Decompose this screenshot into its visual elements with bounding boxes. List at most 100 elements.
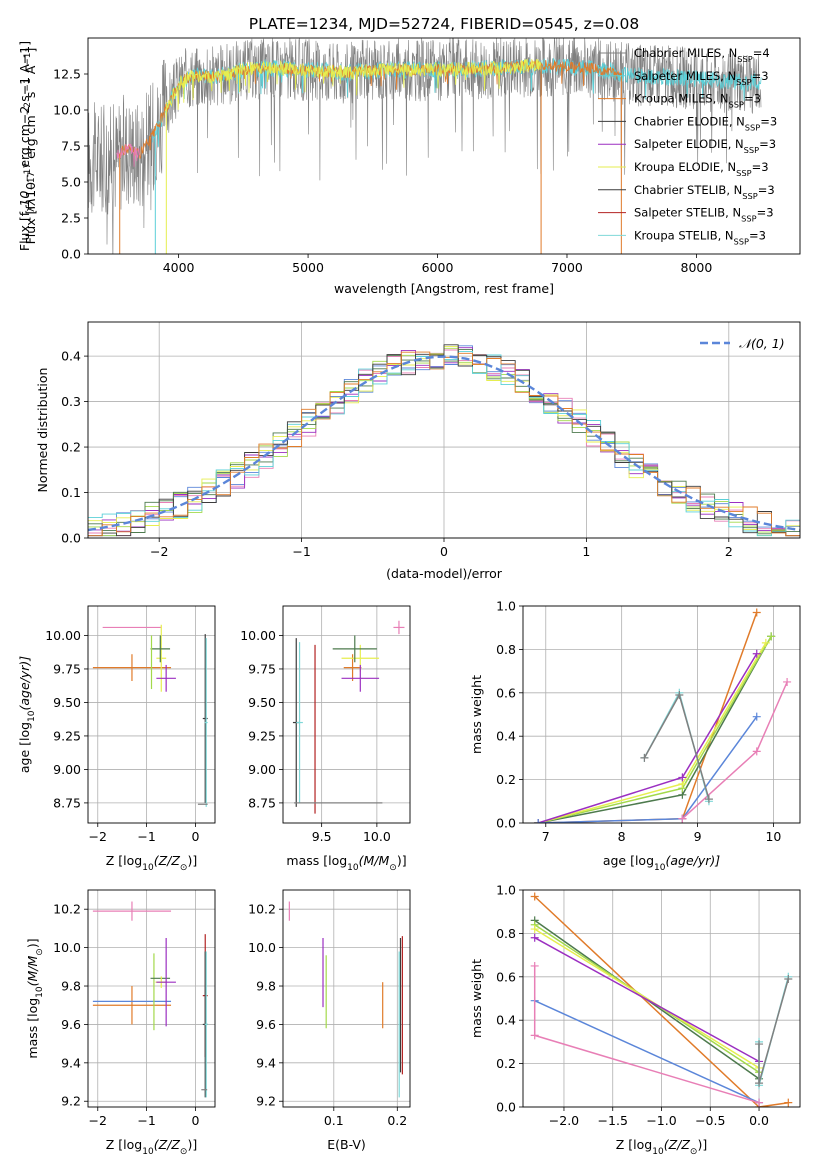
y-tick-label: 10.00 (45, 628, 81, 643)
legend-label: Kroupa ELODIE, NSSP=3 (634, 160, 769, 178)
plus-marker (752, 649, 761, 658)
plus-marker (755, 1098, 764, 1107)
plot-area (88, 344, 800, 537)
x-tick-label: −1.0 (646, 1113, 676, 1128)
legend-label: Kroupa MILES, NSSP=3 (634, 92, 761, 110)
x-tick-label: −2 (89, 1113, 107, 1128)
plus-marker (783, 677, 792, 686)
y-axis-label: Normed distribution (35, 368, 50, 493)
chart-age_mass: 9.5 10.0 8.75 9.00 9.25 9.50 9.75 10.00 mass [lo… (240, 605, 411, 873)
legend-label: 𝒩(0, 1) (739, 336, 785, 351)
x-axis-label: Z [log10(Z/Z⊙)] (106, 853, 197, 873)
errorbar-point (204, 951, 208, 1098)
plus-marker (678, 814, 687, 823)
y-tick-label: 0.0 (61, 531, 81, 546)
plus-marker (752, 712, 761, 721)
x-axis-label: mass [log10(M/M⊙)] (286, 853, 406, 873)
spectrum-line (116, 143, 141, 167)
errorbar-point (341, 664, 380, 692)
plus-marker (761, 638, 770, 647)
y-tick-label: 9.8 (256, 979, 276, 994)
plus-marker (530, 925, 539, 934)
errorbar-point (156, 938, 176, 1027)
x-tick-label: 8000 (681, 260, 713, 275)
axes-frame (282, 889, 411, 1108)
y-axis-label: Flux [fλ10−17 erg cm−2 s−1 A−1] (23, 48, 38, 245)
axes-frame (282, 605, 411, 824)
y-tick-label: 10.00 (240, 628, 276, 643)
legend-entry: 𝒩(0, 1) (700, 336, 785, 351)
chart-spectrum: 4000 5000 6000 7000 8000 0.0 2.5 5.0 7.5 10.0 12.5… (17, 37, 801, 296)
x-tick-label: 0 (440, 544, 448, 559)
weight-series (530, 933, 764, 1066)
weight-line (534, 928, 760, 1069)
chart-weight_Z: −2.0 −1.5 −1.0 −0.5 0.0 0.0 0.2 0.4 0.6 0.8 1.0 Z [… (469, 883, 801, 1157)
plus-marker (530, 961, 539, 970)
y-tick-label: 2.5 (61, 211, 81, 226)
x-tick-label: 7000 (551, 260, 583, 275)
legend-entry: Salpeter STELIB, NSSP=3 (598, 206, 774, 224)
legend-label: Chabrier MILES, NSSP=4 (634, 46, 770, 64)
weight-series (640, 690, 713, 804)
figure-title: PLATE=1234, MJD=52724, FIBERID=0545, z=0… (249, 15, 639, 33)
x-axis-label: (data-model)/error (386, 566, 503, 581)
x-tick-label: 4000 (163, 260, 195, 275)
x-tick-label: −1 (137, 829, 155, 844)
plot-area (534, 608, 792, 823)
y-tick-label: 8.75 (53, 795, 81, 810)
plus-marker (755, 1079, 764, 1088)
axes-frame (87, 321, 801, 539)
y-tick-label: 0.2 (61, 440, 81, 455)
spectrum-line (165, 58, 542, 116)
axes-frame (87, 605, 216, 824)
legend-entry: Kroupa STELIB, NSSP=3 (598, 228, 766, 246)
x-tick-label: 10.0 (363, 829, 391, 844)
y-axis-label: Flux [fλ10−17 erg cm−2 s−1 A−1] (17, 41, 37, 251)
y-tick-label: 9.50 (53, 695, 81, 710)
plot-area (292, 620, 405, 814)
weight-line (534, 1000, 760, 1104)
x-tick-label: 9.5 (312, 829, 332, 844)
plus-marker (755, 1040, 764, 1049)
y-tick-label: 7.5 (61, 139, 81, 154)
weight-series (534, 638, 770, 823)
weight-series (755, 974, 793, 1088)
weight-series (534, 608, 761, 823)
x-tick-label: 10 (765, 829, 781, 844)
y-tick-label: 9.25 (248, 728, 276, 743)
axes-frame (522, 605, 801, 824)
legend-entry: Salpeter ELODIE, NSSP=3 (598, 137, 776, 155)
y-tick-label: 0.2 (496, 772, 516, 787)
y-tick-label: 9.25 (53, 728, 81, 743)
weight-series (534, 712, 761, 823)
x-tick-label: 2 (725, 544, 733, 559)
plus-marker (752, 608, 761, 617)
y-tick-label: 0.1 (61, 485, 81, 500)
y-axis-label: age [log10(age/yr)] (17, 656, 37, 773)
plus-marker (530, 933, 539, 942)
y-axis-label: mass weight (469, 675, 484, 754)
plot-area (288, 901, 403, 1098)
y-tick-label: 9.8 (61, 979, 81, 994)
y-tick-label: 0.2 (496, 1056, 516, 1071)
axes-frame (522, 889, 801, 1108)
y-tick-label: 9.00 (248, 762, 276, 777)
histogram-step (88, 351, 800, 537)
chart-mass_ebv: 0.1 0.2 9.2 9.4 9.6 9.8 10.0 10.2 E(B-V) (248, 889, 411, 1152)
errorbar-point (156, 624, 167, 692)
x-tick-label: 7 (542, 829, 550, 844)
weight-series (534, 649, 761, 823)
x-tick-label: 8 (618, 829, 626, 844)
y-tick-label: 9.2 (61, 1094, 81, 1109)
plus-marker (530, 892, 539, 901)
plot-area (92, 901, 208, 1098)
weight-line (533, 966, 760, 1104)
legend-label: Salpeter MILES, NSSP=3 (634, 69, 769, 87)
x-tick-label: 0 (191, 829, 199, 844)
chart-mass_Z: −2 −1 0 9.2 9.4 9.6 9.8 10.0 10.2 Z [log10(Z/Z⊙)]… (25, 889, 216, 1157)
plus-marker (767, 632, 776, 641)
x-tick-label: −2.0 (549, 1113, 579, 1128)
plus-marker (640, 753, 649, 762)
y-axis-label: mass [log10(M/M⊙)] (25, 938, 45, 1058)
legend-entry: Kroupa ELODIE, NSSP=3 (598, 160, 769, 178)
